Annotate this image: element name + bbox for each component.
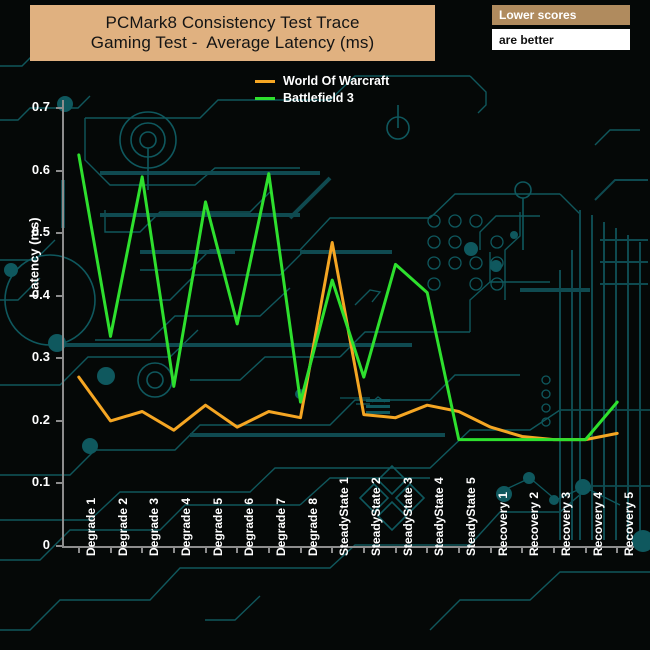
x-tick-mark [331, 546, 334, 553]
legend-label-bf3: Battlefield 3 [283, 91, 354, 105]
x-tick-mark [362, 546, 365, 553]
y-tick-label: 0.3 [31, 349, 50, 365]
x-tick-mark [584, 546, 587, 553]
chart-title-line1: PCMark8 Consistency Test Trace [105, 12, 360, 32]
note-lower-scores: Lower scores [492, 5, 630, 25]
chart-title-banner: PCMark8 Consistency Test Trace Gaming Te… [30, 5, 435, 61]
series-line-battlefield-3 [77, 153, 619, 442]
x-tick-mark [109, 546, 112, 553]
x-tick-mark [172, 546, 175, 553]
y-tick-label: 0.5 [31, 224, 50, 240]
y-tick-label: 0.4 [31, 286, 50, 302]
y-tick-mark [56, 169, 63, 172]
legend-swatch-bf3 [255, 96, 275, 100]
y-tick-mark [56, 294, 63, 297]
legend-item-wow: World Of Warcraft [255, 74, 389, 88]
x-tick-mark [457, 546, 460, 553]
x-tick-mark [141, 546, 144, 553]
x-tick-mark [77, 546, 80, 553]
x-tick-mark [236, 546, 239, 553]
x-axis-line [62, 546, 634, 548]
y-axis-line [62, 100, 64, 548]
x-tick-mark [489, 546, 492, 553]
x-tick-mark [616, 546, 619, 553]
x-tick-mark [299, 546, 302, 553]
legend-label-wow: World Of Warcraft [283, 74, 390, 88]
y-tick-mark [56, 482, 63, 485]
y-tick-mark [56, 107, 63, 109]
legend-swatch-wow [255, 79, 275, 83]
x-tick-mark [267, 546, 270, 553]
x-tick-mark [552, 546, 555, 553]
x-tick-mark [521, 546, 524, 553]
chart-title-line2: Gaming Test - Average Latency (ms) [90, 33, 375, 52]
chart-legend: World Of Warcraft Battlefield 3 [255, 74, 389, 105]
legend-item-bf3: Battlefield 3 [255, 91, 389, 105]
y-tick-mark [56, 419, 63, 422]
series-line-world-of-warcraft [77, 241, 619, 442]
note-are-better: are better [492, 29, 630, 50]
y-tick-mark [56, 357, 63, 360]
y-tick-label: 0.7 [31, 99, 50, 114]
y-tick-label: 0 [42, 537, 50, 552]
x-tick-mark [426, 546, 429, 553]
y-tick-label: 0.1 [31, 474, 50, 490]
y-tick-label: 0.6 [31, 161, 50, 177]
x-tick-mark [204, 546, 207, 553]
y-tick-label: 0.2 [31, 411, 50, 427]
y-tick-mark [56, 545, 63, 547]
x-tick-mark [394, 546, 397, 553]
y-tick-mark [56, 232, 63, 235]
